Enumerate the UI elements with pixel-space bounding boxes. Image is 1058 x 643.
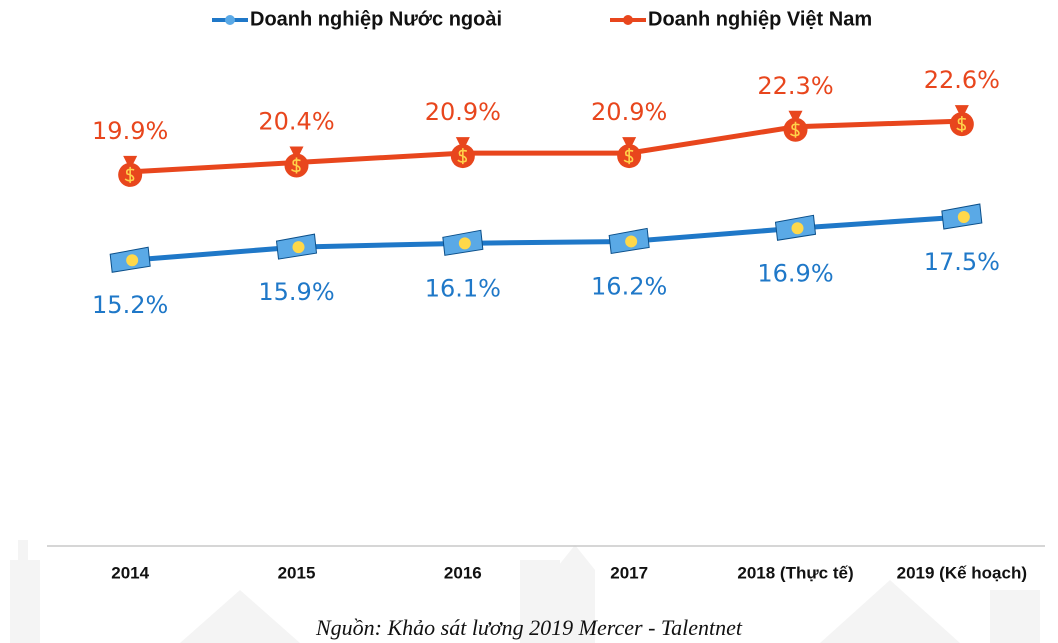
data-label: 20.9% (591, 98, 667, 126)
point-marker (783, 110, 808, 142)
point-marker (442, 229, 484, 256)
bag-top (788, 110, 803, 119)
point-marker (118, 155, 143, 187)
legend-label: Doanh nghiệp Việt Nam (648, 8, 872, 30)
series-line (129, 214, 963, 263)
series-line (130, 118, 962, 175)
data-label: 20.9% (425, 98, 501, 126)
point-marker (284, 146, 309, 178)
bag-top (289, 146, 304, 155)
point-marker (275, 233, 318, 260)
legend-marker (225, 15, 235, 25)
point-marker (941, 203, 983, 230)
source-note: Nguồn: Khảo sát lương 2019 Mercer - Tale… (315, 615, 743, 640)
note-coin (292, 241, 305, 254)
note-coin (458, 237, 471, 250)
data-label: 16.1% (425, 274, 501, 302)
point-marker (949, 105, 974, 137)
bag-sign (457, 148, 468, 165)
x-tick-label: 2016 (444, 563, 482, 582)
note-coin (126, 254, 139, 267)
bag-top (954, 105, 969, 114)
data-label: 17.5% (924, 248, 1000, 276)
data-label: 19.9% (92, 117, 168, 145)
legend-marker (623, 15, 633, 25)
data-label: 15.9% (258, 278, 334, 306)
x-tick-label: 2015 (278, 563, 316, 582)
bag-sign (124, 166, 135, 183)
point-marker (450, 137, 475, 169)
bag-top (455, 137, 470, 146)
bag-sign (290, 157, 301, 174)
data-label: 15.2% (92, 291, 168, 319)
bag-top (622, 137, 637, 146)
data-label: 16.2% (591, 272, 667, 300)
point-marker (109, 246, 151, 273)
x-tick-label: 2017 (610, 563, 648, 582)
point-marker (617, 137, 642, 169)
legend-label: Doanh nghiệp Nước ngoài (250, 8, 502, 30)
x-tick-label: 2014 (111, 563, 149, 582)
note-coin (625, 235, 638, 248)
data-label: 16.9% (757, 259, 833, 287)
bag-sign (623, 148, 634, 165)
bag-sign (789, 121, 800, 138)
note-coin (791, 222, 804, 235)
bag-sign (956, 116, 967, 133)
point-marker (608, 227, 650, 255)
bag-top (123, 155, 138, 164)
data-label: 22.3% (757, 72, 833, 100)
x-tick-label: 2018 (Thực tế) (737, 563, 853, 582)
data-label: 20.4% (258, 107, 334, 135)
note-coin (957, 211, 970, 223)
data-label: 22.6% (924, 66, 1000, 94)
point-marker (774, 214, 817, 241)
x-tick-label: 2019 (Kế hoạch) (897, 563, 1027, 582)
background-skyline (10, 540, 1040, 643)
